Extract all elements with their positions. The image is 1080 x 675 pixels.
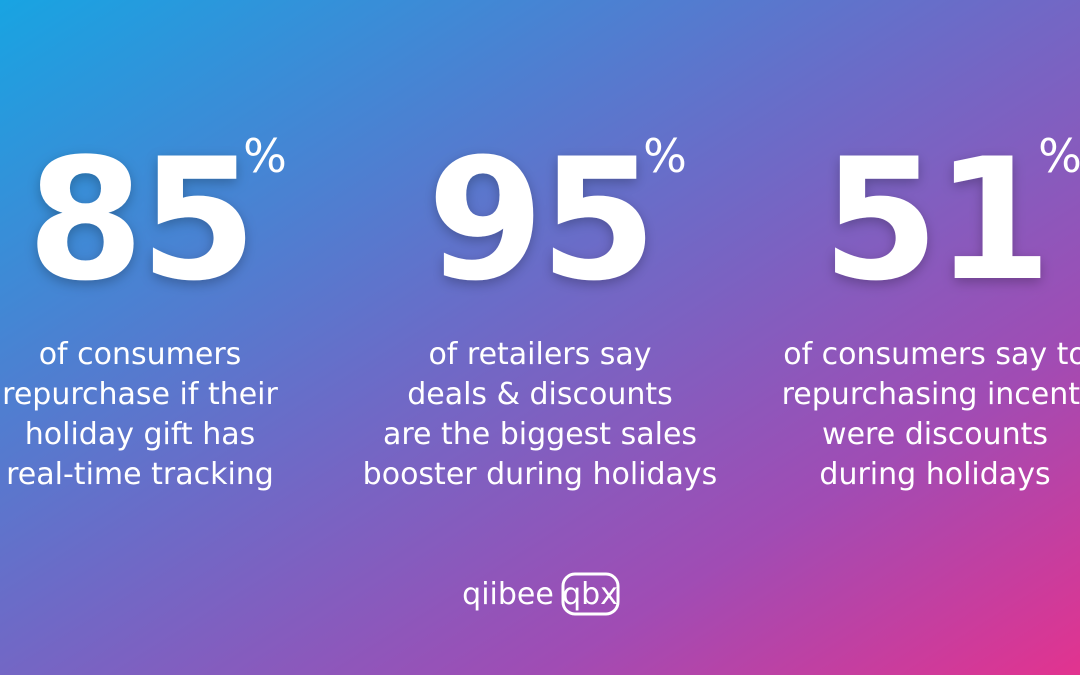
stat-description: during holidays [819, 457, 1050, 492]
stats: 85% of consumers repurchase if their holida… [2, 122, 1080, 492]
stat-description: repurchasing incenti [782, 377, 1080, 412]
stat-description: of consumers say to [783, 337, 1080, 372]
stat-description: holiday gift has [25, 417, 256, 452]
stat-unit: % [643, 129, 687, 183]
logo-badge-frame [561, 572, 620, 616]
stat-unit: % [243, 129, 287, 183]
stat-description: of retailers say [428, 337, 651, 372]
stat-number: 95 [427, 122, 653, 318]
stat-description: booster during holidays [363, 457, 718, 492]
logo-badge: qbx [562, 577, 618, 612]
logo-brand: qiibee [462, 577, 554, 612]
stat-number: 51 [822, 122, 1048, 318]
stat-unit: % [1038, 129, 1080, 183]
stat-description: of consumers [39, 337, 242, 372]
stat-description: are the biggest sales [383, 417, 697, 452]
stat-description: were discounts [822, 417, 1048, 452]
stat-description: deals & discounts [407, 377, 673, 412]
stat-description: repurchase if their [2, 377, 278, 412]
logo: qiibee qbx [462, 572, 620, 616]
stat-number: 85 [27, 122, 253, 318]
stat-description: real-time tracking [6, 457, 274, 492]
